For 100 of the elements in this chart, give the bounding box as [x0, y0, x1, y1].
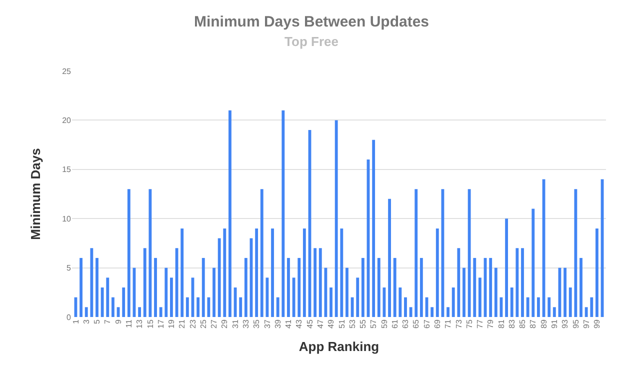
- bar: [80, 258, 82, 317]
- bar: [282, 110, 285, 317]
- bar: [111, 297, 114, 317]
- bar: [462, 268, 466, 317]
- x-tick-label: 99: [592, 319, 602, 329]
- bar: [266, 278, 269, 317]
- bar: [574, 189, 578, 317]
- x-tick-label: 67: [422, 319, 432, 329]
- bar: [138, 307, 142, 317]
- x-tick-label: 35: [252, 319, 262, 329]
- y-tick-label: 20: [62, 116, 72, 125]
- bar: [409, 307, 412, 317]
- x-tick-label: 41: [284, 319, 294, 329]
- bar: [510, 287, 514, 317]
- bar: [223, 228, 226, 317]
- x-tick-label: 79: [486, 319, 496, 329]
- bar: [446, 307, 450, 317]
- bar: [143, 248, 146, 317]
- x-tick-label: 81: [496, 319, 506, 329]
- x-tick-label: 53: [348, 319, 357, 329]
- bar: [334, 120, 338, 317]
- bar: [302, 228, 306, 317]
- y-tick-label: 0: [66, 312, 72, 322]
- bar: [516, 248, 519, 317]
- x-tick-label: 25: [198, 319, 208, 329]
- x-tick-label: 51: [337, 319, 346, 329]
- bar: [521, 248, 524, 317]
- x-tick-label: 33: [242, 319, 251, 329]
- bar: [580, 258, 582, 317]
- bar: [404, 297, 407, 317]
- bar: [420, 258, 423, 317]
- x-tick-label: 89: [539, 319, 548, 329]
- x-tick-label: 19: [167, 319, 176, 329]
- bar: [298, 258, 301, 317]
- bar: [478, 278, 482, 317]
- bar: [393, 258, 396, 317]
- bar: [106, 278, 110, 317]
- y-tick-label: 25: [62, 66, 72, 76]
- x-tick-label: 93: [560, 319, 570, 329]
- bar: [350, 297, 354, 317]
- bar: [457, 248, 460, 317]
- bar: [239, 297, 242, 317]
- x-tick-label: 59: [380, 319, 389, 329]
- bar: [244, 258, 248, 317]
- bar: [564, 268, 567, 317]
- bar: [90, 248, 94, 317]
- bar: [584, 307, 588, 317]
- bar: [154, 258, 157, 317]
- bar: [164, 268, 168, 317]
- bar: [127, 189, 130, 317]
- bar: [318, 248, 322, 317]
- x-tick-label: 85: [518, 319, 528, 329]
- bar: [526, 297, 530, 317]
- bar: [234, 287, 237, 317]
- x-tick-label: 43: [294, 319, 304, 329]
- x-tick-label: 83: [507, 319, 516, 329]
- bar: [398, 287, 402, 317]
- x-tick-label: 47: [316, 319, 325, 329]
- bar: [84, 307, 88, 317]
- bar: [186, 297, 189, 317]
- x-tick-label: 77: [476, 319, 485, 329]
- x-tick-label: 75: [464, 319, 474, 329]
- bar: [361, 258, 364, 317]
- y-axis-title: Minimum Days: [28, 148, 44, 240]
- x-tick-label: 91: [550, 319, 560, 329]
- x-tick-label: 97: [582, 319, 591, 329]
- bar: [180, 228, 184, 317]
- x-tick-label: 21: [178, 319, 187, 329]
- bar: [568, 287, 572, 317]
- x-tick-label: 39: [273, 319, 282, 329]
- bar: [473, 258, 476, 317]
- x-tick-label: 87: [528, 319, 538, 329]
- x-tick-label: 55: [358, 319, 368, 329]
- bar: [122, 287, 126, 317]
- chart-title: Minimum Days Between Updates: [194, 14, 430, 31]
- bar: [414, 189, 418, 317]
- bar: [532, 208, 535, 317]
- bar: [148, 189, 152, 317]
- bar: [159, 307, 162, 317]
- x-tick-label: 49: [326, 319, 336, 329]
- bar: [100, 287, 104, 317]
- x-tick-label: 29: [220, 319, 230, 329]
- bar: [494, 268, 498, 317]
- bar: [330, 287, 332, 317]
- bar: [170, 278, 173, 317]
- bar: [202, 258, 205, 317]
- bar: [388, 198, 391, 317]
- bar: [218, 238, 221, 317]
- bar: [590, 297, 594, 317]
- y-tick-label: 15: [62, 165, 72, 174]
- bar: [255, 228, 258, 317]
- chart-subtitle: Top Free: [284, 34, 338, 50]
- bar: [271, 228, 274, 317]
- x-axis-title: App Ranking: [298, 339, 380, 354]
- x-tick-label: 95: [571, 319, 580, 329]
- bar: [468, 189, 471, 317]
- bar: [207, 297, 210, 317]
- bar: [596, 228, 598, 317]
- x-tick-label: 1: [71, 319, 80, 324]
- x-tick-label: 65: [412, 319, 421, 329]
